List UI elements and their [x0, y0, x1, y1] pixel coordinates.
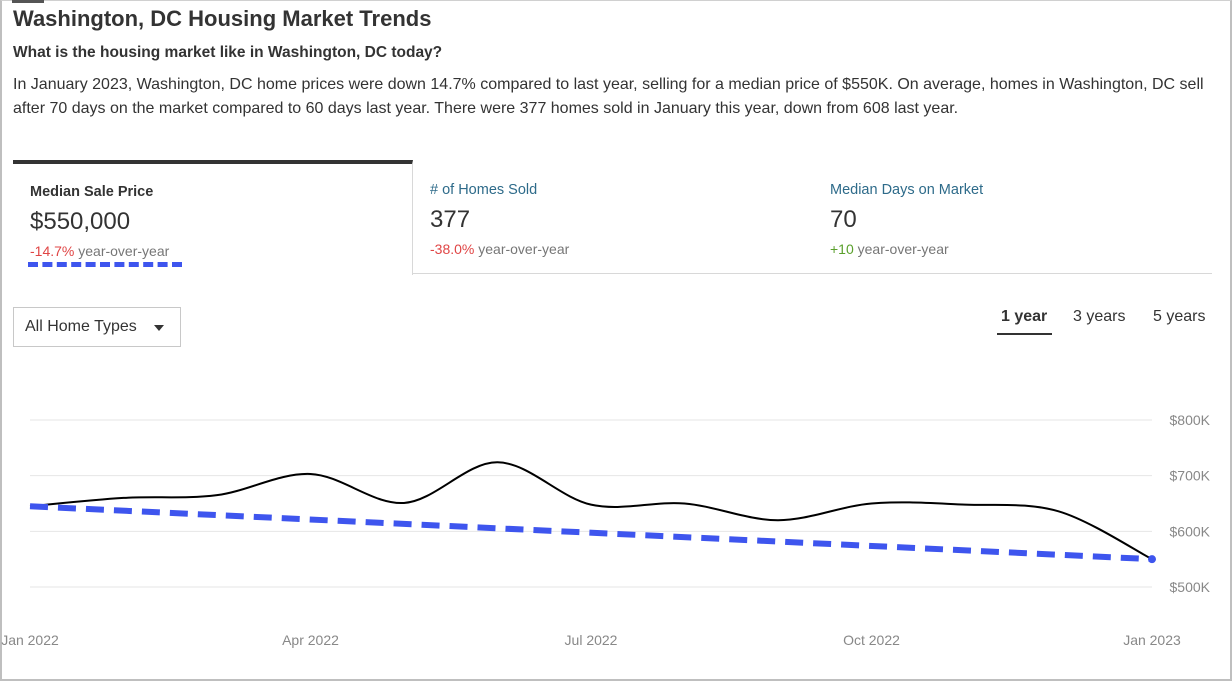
change-value: +10 — [830, 241, 854, 257]
home-type-dropdown[interactable]: All Home Types — [13, 307, 181, 347]
x-tick-label: Jan 2022 — [1, 632, 59, 648]
trend-end-point — [1148, 555, 1156, 564]
tab-label: Median Days on Market — [830, 182, 984, 198]
active-range-underline — [997, 333, 1052, 335]
tab-homes-sold[interactable]: # of Homes Sold 377 -38.0% year-over-yea… — [413, 160, 813, 275]
tab-value: 70 — [830, 206, 857, 233]
y-axis-ticks: $800K $700K $600K $500K — [1170, 412, 1211, 595]
x-tick-label: Jul 2022 — [565, 632, 618, 648]
median-price-line — [29, 461, 1153, 561]
tab-change: -14.7% year-over-year — [30, 243, 412, 259]
y-tick-label: $700K — [1170, 468, 1211, 484]
tab-label: # of Homes Sold — [430, 182, 538, 198]
x-tick-label: Oct 2022 — [843, 632, 900, 648]
change-value: -38.0% — [430, 241, 475, 257]
change-suffix: year-over-year — [74, 243, 170, 259]
tab-days-on-market[interactable]: Median Days on Market 70 +10 year-over-y… — [813, 160, 1213, 275]
home-type-selected: All Home Types — [25, 318, 137, 335]
x-axis-ticks: Jan 2022 Apr 2022 Jul 2022 Oct 2022 Jan 2023 — [1, 632, 1181, 648]
gridlines — [30, 419, 1152, 588]
market-summary: In January 2023, Washington, DC home pri… — [13, 76, 1204, 117]
x-tick-label: Jan 2023 — [1123, 632, 1181, 648]
change-suffix: year-over-year — [474, 241, 570, 257]
yoy-highlight-annotation — [28, 262, 182, 267]
tab-change: +10 year-over-year — [830, 241, 1213, 257]
page-title: Washington, DC Housing Market Trends — [13, 6, 432, 31]
tab-median-sale-price[interactable]: Median Sale Price $550,000 -14.7% year-o… — [13, 160, 413, 275]
trend-annotation — [29, 503, 1156, 564]
metric-tabs: Median Sale Price $550,000 -14.7% year-o… — [13, 160, 1213, 275]
y-tick-label: $500K — [1170, 579, 1211, 595]
range-3-years[interactable]: 3 years — [1073, 308, 1126, 325]
y-tick-label: $800K — [1170, 412, 1211, 428]
top-accent-bar — [12, 0, 44, 3]
change-value: -14.7% — [30, 243, 75, 259]
tab-label: Median Sale Price — [30, 184, 154, 200]
tab-value: $550,000 — [30, 208, 131, 235]
x-tick-label: Apr 2022 — [282, 632, 339, 648]
price-line-chart: $800K $700K $600K $500K Jan 2022 Apr 2022 Jul… — [1, 412, 1211, 648]
y-tick-label: $600K — [1170, 523, 1211, 539]
caret-down-icon — [154, 325, 164, 331]
range-1-year[interactable]: 1 year — [1001, 308, 1048, 325]
page-subtitle: What is the housing market like in Washi… — [13, 44, 443, 61]
tabs-divider — [412, 273, 1212, 274]
trend-dashed-line — [29, 503, 1153, 563]
tab-change: -38.0% year-over-year — [430, 241, 813, 257]
series-lines — [29, 461, 1153, 561]
tab-value: 377 — [430, 206, 471, 233]
range-5-years[interactable]: 5 years — [1153, 308, 1206, 325]
change-suffix: year-over-year — [853, 241, 949, 257]
